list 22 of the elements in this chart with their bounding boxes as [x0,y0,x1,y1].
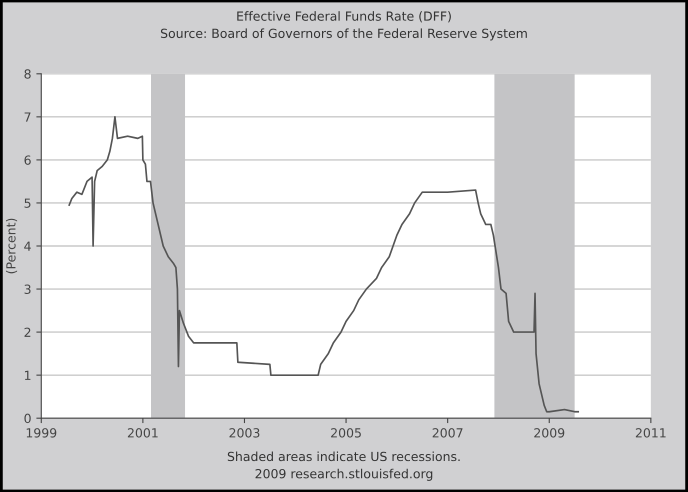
x-tick-label: 1999 [26,428,56,438]
y-axis-title: (Percent) [6,218,18,274]
y-tick-label: 8 [24,69,31,79]
y-tick-label: 6 [24,155,31,165]
x-tick-label: 2005 [331,428,361,438]
text: 2009 research.stlouisfed.org [256,468,432,481]
y-tick-label: 1 [24,370,30,380]
x-tick-label: 2011 [636,428,666,438]
y-tick-label: 3 [24,284,31,294]
chart-title: Effective Federal Funds Rate (DFF) [237,11,451,22]
x-tick-label: 2003 [229,428,260,438]
line-series [68,116,580,413]
text: Shaded areas indicate US recessions. [228,452,460,462]
y-tick-label: 5 [24,198,30,208]
x-tick-label: 2009 [534,428,564,438]
chart-subtitle: Source: Board of Governors of the Federal Reserve System [160,28,527,40]
y-tick-label: 7 [24,112,30,122]
x-tick-label: 2007 [432,428,462,438]
y-tick-label: 0 [24,414,31,424]
y-tick-label: 2 [24,328,30,337]
y-tick-label: 4 [24,242,31,251]
x-tick-label: 2001 [128,428,158,438]
